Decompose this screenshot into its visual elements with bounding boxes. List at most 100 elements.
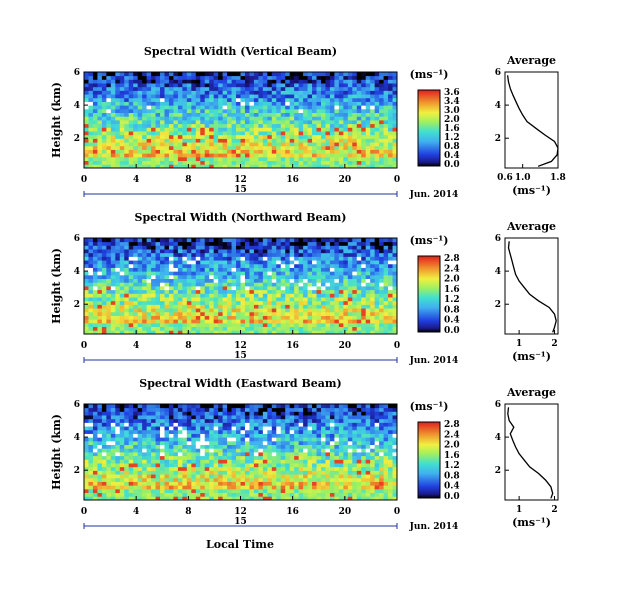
heatmap-cell [84, 142, 89, 147]
heatmap-cell [379, 260, 384, 265]
heatmap-cell [106, 79, 112, 84]
heatmap-cell [383, 260, 389, 265]
heatmap-cell [365, 448, 371, 453]
heatmap-cell [374, 120, 380, 125]
heatmap-cell [209, 311, 215, 316]
heatmap-cell [307, 260, 313, 265]
heatmap-cell [110, 304, 116, 309]
heatmap-cell [173, 256, 179, 261]
heatmap-cell [160, 455, 165, 460]
heatmap-cell [262, 123, 268, 128]
heatmap-cell [307, 72, 313, 77]
heatmap-cell [128, 94, 134, 99]
heatmap-cell [267, 142, 273, 147]
heatmap-cell [106, 278, 112, 283]
heatmap-cell [218, 263, 224, 268]
heatmap-cell [365, 108, 371, 114]
heatmap-cell [267, 274, 273, 280]
heatmap-cell [124, 271, 130, 276]
heatmap-cell [356, 252, 362, 257]
heatmap-cell [352, 131, 358, 136]
heatmap-cell [142, 278, 147, 283]
heatmap-cell [200, 319, 206, 324]
heatmap-cell [200, 271, 206, 276]
heatmap-cell [262, 145, 268, 150]
heatmap-cell [307, 123, 313, 128]
heatmap-cell [361, 156, 367, 162]
heatmap-cell [294, 149, 300, 154]
heatmap-cell [182, 120, 188, 125]
heatmap-cell [115, 452, 121, 457]
heatmap-cell [92, 75, 98, 80]
heatmap-cell [155, 322, 161, 328]
heatmap-cell [151, 256, 156, 261]
heatmap-cell [128, 97, 134, 102]
heatmap-cell [271, 492, 277, 497]
heatmap-cell [106, 444, 112, 449]
heatmap-cell [195, 492, 201, 497]
heatmap-cell [115, 238, 121, 243]
profile-x-label: (ms⁻¹) [512, 184, 551, 197]
heatmap-cell [155, 463, 161, 468]
heatmap-cell [271, 286, 277, 291]
heatmap-cell [334, 164, 340, 169]
heatmap-cell [84, 83, 89, 88]
heatmap-cell [227, 256, 232, 261]
heatmap-cell [182, 127, 188, 132]
heatmap-cell [249, 481, 255, 486]
heatmap-cell [164, 437, 170, 442]
heatmap-cell [347, 160, 353, 165]
heatmap-cell [97, 300, 103, 305]
heatmap-cell [151, 149, 156, 154]
heatmap-cell [388, 440, 393, 446]
heatmap-cell [222, 156, 228, 162]
heatmap-cell [200, 304, 206, 309]
heatmap-cell [379, 448, 384, 453]
heatmap-cell [218, 282, 224, 287]
heatmap-cell [128, 134, 134, 139]
heatmap-cell [236, 459, 241, 464]
heatmap-cell [88, 145, 94, 150]
heatmap-cell [329, 142, 335, 147]
heatmap-cell [155, 252, 161, 257]
heatmap-cell [101, 326, 107, 331]
heatmap-cell [276, 75, 282, 80]
heatmap-cell [227, 164, 232, 169]
heatmap-cell [303, 241, 308, 246]
heatmap-cell [262, 105, 268, 110]
heatmap-cell [84, 260, 89, 265]
heatmap-cell [133, 488, 139, 494]
heatmap-cell [173, 289, 179, 294]
heatmap-cell [262, 149, 268, 154]
heatmap-cell [124, 112, 130, 117]
heatmap-cell [240, 245, 246, 250]
heatmap-cell [356, 83, 362, 88]
heatmap-cell [240, 72, 246, 77]
heatmap-cell [146, 326, 152, 331]
heatmap-cell [280, 326, 286, 331]
heatmap-cell [133, 263, 139, 268]
heatmap-cell [151, 322, 156, 328]
heatmap-cell [383, 75, 389, 80]
heatmap-cell [88, 448, 94, 453]
heatmap-cell [110, 289, 116, 294]
heatmap-cell [222, 72, 228, 77]
heatmap-cell [289, 249, 295, 254]
heatmap-cell [236, 466, 241, 471]
heatmap-cell [222, 97, 228, 102]
heatmap-cell [298, 75, 304, 80]
heatmap-cell [388, 300, 393, 305]
heatmap-cell [119, 260, 125, 265]
heatmap-cell [294, 311, 300, 316]
heatmap-cell [294, 123, 300, 128]
heatmap-cell [110, 444, 116, 449]
heatmap-cell [97, 238, 103, 243]
heatmap-cell [374, 488, 380, 494]
heatmap-cell [164, 263, 170, 268]
heatmap-cell [164, 444, 170, 449]
heatmap-cell [195, 160, 201, 165]
heatmap-cell [280, 164, 286, 169]
heatmap-cell [383, 496, 389, 501]
heatmap-cell [204, 252, 210, 257]
